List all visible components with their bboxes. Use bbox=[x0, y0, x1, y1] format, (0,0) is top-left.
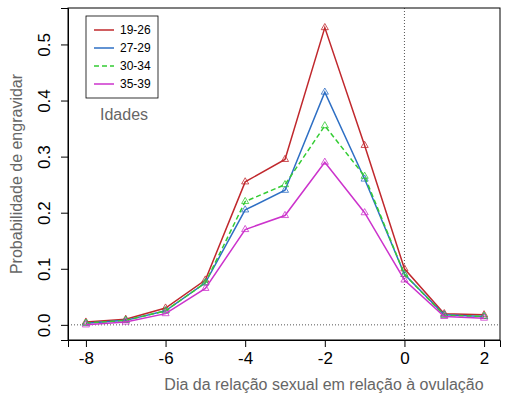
x-tick-label: 0 bbox=[400, 349, 409, 368]
reference-lines bbox=[68, 8, 500, 340]
y-tick-label: 0.1 bbox=[35, 257, 54, 281]
y-tick-mark bbox=[61, 325, 68, 326]
x-tick: 2 bbox=[480, 340, 489, 368]
y-tick-label: 0.0 bbox=[35, 314, 54, 338]
series-marker bbox=[401, 276, 408, 282]
y-tick-label: 0.2 bbox=[35, 201, 54, 225]
y-tick-mark bbox=[61, 269, 68, 270]
series-marker bbox=[441, 312, 448, 318]
y-tick-mark bbox=[61, 157, 68, 158]
reference-line bbox=[404, 8, 405, 340]
x-axis-line bbox=[69, 341, 501, 348]
series-marker bbox=[281, 181, 288, 187]
series bbox=[82, 88, 487, 325]
x-tick-label: -6 bbox=[158, 349, 173, 368]
y-tick: 0.3 bbox=[35, 145, 68, 169]
legend-label: 27-29 bbox=[120, 41, 151, 55]
y-axis-line bbox=[61, 9, 69, 341]
series-marker bbox=[361, 172, 368, 178]
series-marker bbox=[242, 225, 249, 231]
y-tick-mark bbox=[61, 213, 68, 214]
series bbox=[82, 24, 487, 325]
y-axis-title: Probabilidade de engravidar bbox=[8, 73, 25, 274]
series-marker bbox=[281, 155, 288, 161]
legend-box bbox=[86, 16, 158, 98]
series-line bbox=[86, 92, 484, 323]
y-tick-label: 0.5 bbox=[35, 33, 54, 57]
series-line bbox=[86, 162, 484, 325]
x-tick-label: 2 bbox=[480, 349, 489, 368]
legend-label: 30-34 bbox=[120, 59, 151, 73]
x-tick: 0 bbox=[400, 340, 409, 368]
legend-swatch bbox=[94, 65, 114, 67]
x-tick-label: -8 bbox=[79, 349, 94, 368]
x-tick-mark bbox=[484, 340, 485, 347]
y-tick-label: 0.4 bbox=[35, 89, 54, 113]
legend-swatch bbox=[94, 29, 114, 31]
x-tick: -8 bbox=[79, 340, 94, 368]
series-marker bbox=[481, 314, 488, 320]
plot-area bbox=[82, 24, 487, 327]
legend: 19-26 27-29 30-34 35-39 Idades bbox=[86, 16, 158, 123]
series-line bbox=[86, 126, 484, 323]
x-axis: -8 -6 -4 -2 0 2 bbox=[69, 340, 501, 368]
plot-frame bbox=[68, 8, 500, 340]
series-marker bbox=[321, 122, 328, 128]
series-line bbox=[86, 28, 484, 322]
y-tick-mark bbox=[61, 44, 68, 45]
series-marker bbox=[202, 284, 209, 290]
x-tick-mark bbox=[325, 340, 326, 347]
y-tick-mark bbox=[61, 101, 68, 102]
series-marker bbox=[321, 88, 328, 94]
y-tick: 0.4 bbox=[35, 89, 68, 113]
y-tick: 0.0 bbox=[35, 314, 68, 338]
legend-swatch bbox=[94, 83, 114, 85]
series bbox=[82, 158, 487, 327]
y-tick: 0.1 bbox=[35, 257, 68, 281]
legend-label: 35-39 bbox=[120, 77, 151, 91]
legend-label: 19-26 bbox=[120, 23, 151, 37]
series-marker bbox=[162, 310, 169, 316]
x-tick-mark bbox=[245, 340, 246, 347]
x-tick-mark bbox=[166, 340, 167, 347]
series-marker bbox=[361, 141, 368, 147]
x-tick-label: -2 bbox=[318, 349, 333, 368]
series-marker bbox=[122, 318, 129, 324]
chart: -8 -6 -4 -2 0 2 0.0 0.1 0.2 0.3 0.4 0.5 Dia da relaç… bbox=[0, 0, 522, 398]
series bbox=[82, 122, 487, 326]
legend-swatch bbox=[94, 47, 114, 49]
series-marker bbox=[82, 321, 89, 327]
x-tick-mark bbox=[86, 340, 87, 347]
y-tick: 0.2 bbox=[35, 201, 68, 225]
x-axis-title: Dia da relação sexual em relação à ovula… bbox=[164, 376, 483, 393]
x-tick-label: -4 bbox=[238, 349, 253, 368]
series-marker bbox=[242, 197, 249, 203]
series-marker bbox=[281, 211, 288, 217]
x-tick-mark bbox=[404, 340, 405, 347]
series-marker bbox=[321, 24, 328, 30]
y-axis: 0.0 0.1 0.2 0.3 0.4 0.5 bbox=[35, 9, 69, 341]
legend-title: Idades bbox=[100, 106, 148, 123]
reference-line bbox=[68, 324, 500, 325]
series-marker bbox=[242, 206, 249, 212]
series-marker bbox=[242, 178, 249, 184]
x-tick: -2 bbox=[318, 340, 333, 368]
y-tick-label: 0.3 bbox=[35, 145, 54, 169]
x-tick: -6 bbox=[158, 340, 173, 368]
series-marker bbox=[321, 158, 328, 164]
x-tick: -4 bbox=[238, 340, 253, 368]
series-marker bbox=[361, 209, 368, 215]
y-tick: 0.5 bbox=[35, 33, 68, 57]
